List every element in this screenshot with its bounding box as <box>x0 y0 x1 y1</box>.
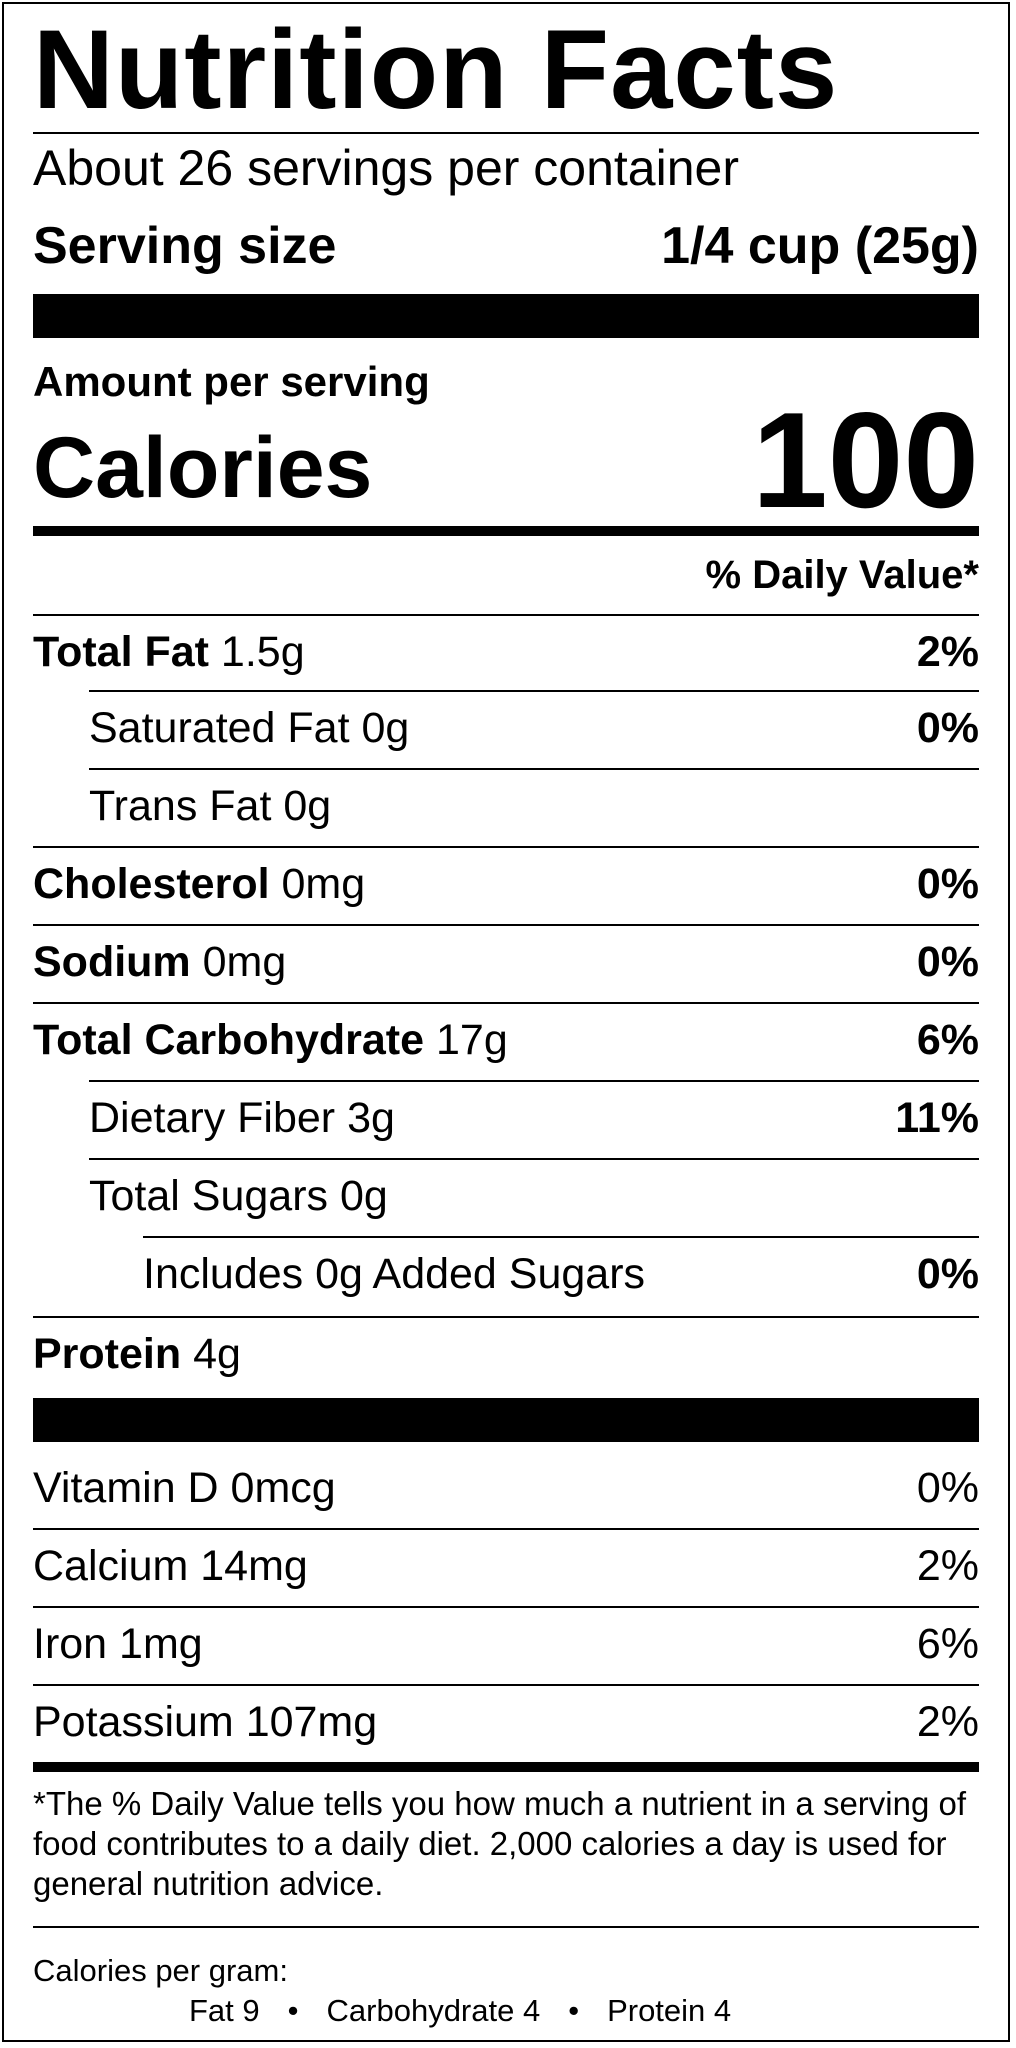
calories-per-gram-fat: Fat 9 <box>189 1993 260 2028</box>
nutrient-dv: 0% <box>916 860 979 908</box>
divider <box>89 1080 979 1082</box>
nutrient-row-protein: Protein 4g <box>33 1316 979 1392</box>
nutrient-amount: 0mg <box>281 860 366 908</box>
nutrient-name: Cholesterol 0mg <box>33 846 365 922</box>
nutrient-row-cholesterol: Cholesterol 0mg 0% <box>33 846 979 922</box>
nutrient-amount: 0mg <box>202 938 287 986</box>
nutrient-label: Total Sugars <box>89 1172 329 1220</box>
nutrient-dv: 0% <box>916 1250 979 1298</box>
divider <box>143 1236 979 1238</box>
nutrient-row-trans-fat: Trans Fat 0g <box>33 768 979 844</box>
nutrient-dv: 6% <box>916 1016 979 1064</box>
nutrient-row-total-sugars: Total Sugars 0g <box>33 1158 979 1234</box>
nutrient-amount: 0g <box>283 782 332 830</box>
nutrient-amount: 3g <box>347 1094 395 1142</box>
vitamin-row-calcium: Calcium 14mg 2% <box>33 1528 979 1604</box>
vitamin-dv: 6% <box>916 1620 979 1668</box>
nutrient-amount: 0g <box>339 1172 388 1220</box>
nutrient-row-total-fat: Total Fat 1.5g 2% <box>33 614 979 690</box>
nutrient-label: Sodium <box>33 938 191 986</box>
nutrient-dv: 2% <box>916 628 979 676</box>
vitamin-dv: 2% <box>916 1542 979 1590</box>
daily-value-footnote: *The % Daily Value tells you how much a … <box>33 1785 967 1902</box>
label-title: Nutrition Facts <box>33 7 839 132</box>
nutrient-label: Cholesterol <box>33 860 270 908</box>
calories-value: 100 <box>752 384 979 536</box>
nutrient-name: Total Carbohydrate 17g <box>33 1002 508 1078</box>
nutrient-name: Total Fat 1.5g <box>33 614 305 690</box>
nutrient-label: Saturated Fat <box>89 704 350 752</box>
vitamin-row-potassium: Potassium 107mg 2% <box>33 1684 979 1760</box>
label-content: Nutrition Facts About 26 servings per co… <box>33 4 979 2040</box>
nutrient-row-dietary-fiber: Dietary Fiber 3g 11% <box>33 1080 979 1156</box>
nutrient-name: Sodium 0mg <box>33 924 286 1000</box>
vitamin-name: Iron 1mg <box>33 1620 203 1668</box>
serving-size-label: Serving size <box>33 217 337 275</box>
divider <box>33 132 979 134</box>
thick-divider <box>33 294 979 338</box>
vitamin-dv: 2% <box>916 1698 979 1746</box>
bullet-separator: • <box>568 1993 580 2028</box>
nutrient-label: Dietary Fiber <box>89 1094 336 1142</box>
nutrient-name: Dietary Fiber 3g <box>89 1080 395 1156</box>
nutrient-name: Includes 0g Added Sugars <box>143 1250 646 1298</box>
vitamin-row-iron: Iron 1mg 6% <box>33 1606 979 1682</box>
vitamin-name: Calcium 14mg <box>33 1542 308 1590</box>
nutrient-dv: 0% <box>916 704 979 752</box>
divider <box>33 1316 979 1318</box>
nutrient-row-total-carbohydrate: Total Carbohydrate 17g 6% <box>33 1002 979 1078</box>
nutrient-amount: 17g <box>435 1016 508 1064</box>
nutrient-dv: 11% <box>895 1094 979 1142</box>
thick-divider <box>33 1398 979 1442</box>
nutrient-label: Total Carbohydrate <box>33 1016 425 1064</box>
divider <box>33 1606 979 1608</box>
nutrient-amount: 1.5g <box>220 628 305 676</box>
nutrient-dv: 0% <box>916 938 979 986</box>
calories-per-gram-values: Fat 9 • Carbohydrate 4 • Protein 4 <box>189 1992 731 2030</box>
nutrient-label: Protein <box>33 1330 182 1378</box>
servings-per-container: About 26 servings per container <box>33 140 739 196</box>
nutrient-row-sodium: Sodium 0mg 0% <box>33 924 979 1000</box>
bullet-separator: • <box>287 1993 299 2028</box>
nutrient-row-saturated-fat: Saturated Fat 0g 0% <box>33 690 979 766</box>
divider <box>89 690 979 692</box>
serving-size-value: 1/4 cup (25g) <box>661 217 979 275</box>
divider <box>89 1158 979 1160</box>
calories-per-gram-label: Calories per gram: <box>33 1953 288 1988</box>
nutrient-amount: 0g <box>361 704 410 752</box>
nutrient-row-added-sugars: Includes 0g Added Sugars 0% <box>33 1236 979 1312</box>
vitamin-row-vitamin-d: Vitamin D 0mcg 0% <box>33 1450 979 1526</box>
nutrient-amount: 4g <box>193 1330 241 1378</box>
vitamin-name: Vitamin D 0mcg <box>33 1464 336 1512</box>
medium-divider <box>33 526 979 536</box>
vitamin-name: Potassium 107mg <box>33 1698 378 1746</box>
daily-value-header: % Daily Value* <box>705 553 979 597</box>
calories-per-gram-protein: Protein 4 <box>607 1993 732 2028</box>
amount-per-serving: Amount per serving <box>33 358 430 405</box>
calories-per-gram-carbohydrate: Carbohydrate 4 <box>326 1993 541 2028</box>
divider <box>89 768 979 770</box>
medium-divider <box>33 1762 979 1772</box>
divider <box>33 1528 979 1530</box>
nutrient-name: Saturated Fat 0g <box>89 690 409 766</box>
nutrient-name: Protein 4g <box>33 1316 241 1392</box>
divider <box>33 1002 979 1004</box>
divider <box>33 924 979 926</box>
nutrient-label: Total Fat <box>33 628 209 676</box>
vitamin-dv: 0% <box>916 1464 979 1512</box>
nutrient-name: Trans Fat 0g <box>89 768 331 844</box>
divider <box>33 1926 979 1928</box>
calories-label: Calories <box>33 420 373 516</box>
divider <box>33 846 979 848</box>
nutrient-name: Total Sugars 0g <box>89 1158 388 1234</box>
divider <box>33 1684 979 1686</box>
nutrient-label: Trans Fat <box>89 782 272 830</box>
divider <box>33 614 979 616</box>
